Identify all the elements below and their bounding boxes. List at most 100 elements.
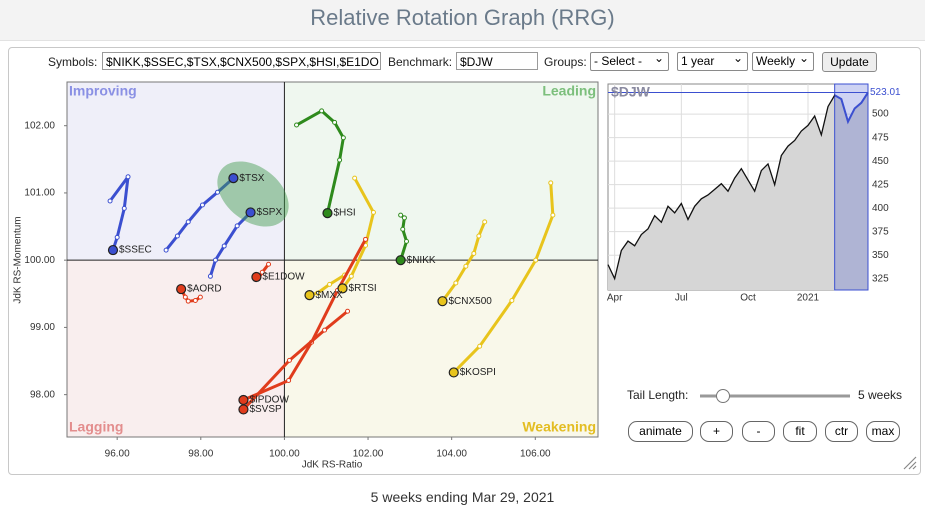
tail-value: 5 weeks xyxy=(858,388,902,402)
tail-point xyxy=(332,119,338,125)
tail-point xyxy=(345,308,351,314)
quadrant xyxy=(67,260,285,437)
benchmark-input[interactable]: $DJW xyxy=(456,52,538,70)
control-button[interactable]: + xyxy=(700,421,733,442)
tail-head xyxy=(337,283,348,294)
tail-head xyxy=(176,283,187,295)
tail-head xyxy=(228,173,239,184)
tail-point xyxy=(185,298,191,304)
tail-point xyxy=(286,378,292,384)
tail-point xyxy=(348,273,354,279)
y-axis-title: JdK RS-Momentum xyxy=(13,216,24,303)
tail-point xyxy=(199,202,205,208)
tail-head xyxy=(238,404,249,415)
tail-point xyxy=(398,212,404,218)
tail-point xyxy=(185,219,191,225)
tail-point xyxy=(114,234,120,240)
control-button[interactable]: max xyxy=(866,421,900,442)
y-tick-label: 102.00 xyxy=(24,120,55,131)
tail-head xyxy=(395,255,406,266)
tail-point xyxy=(476,233,482,239)
x-tick-label: 104.00 xyxy=(436,449,467,460)
quadrant xyxy=(284,82,598,261)
plot-frame xyxy=(66,81,599,438)
tail-point xyxy=(404,238,410,244)
quadrant-label: Leading xyxy=(542,83,596,99)
mini-y-tick-label: 450 xyxy=(872,156,889,167)
tail-line xyxy=(452,181,555,374)
control-button[interactable]: ctr xyxy=(825,421,858,442)
symbols-label: Symbols: xyxy=(48,55,98,69)
tail-line xyxy=(295,109,345,215)
resize-handle[interactable] xyxy=(903,456,917,470)
tail-point xyxy=(482,219,488,225)
tail-point xyxy=(471,250,477,256)
x-tick-label: 106.00 xyxy=(520,449,551,460)
header-bar xyxy=(0,0,925,41)
series-label: $NIKK xyxy=(407,255,436,266)
mini-area xyxy=(608,92,868,290)
tail-line xyxy=(440,220,487,303)
benchmark-chart: 325 350 375 400 425 450 475 500 Apr Jul Oct 2021 523… xyxy=(607,83,901,304)
series-label: $E1DOW xyxy=(262,272,305,283)
tail-point xyxy=(550,212,556,218)
mini-title: $DJW xyxy=(611,84,651,100)
tail-point xyxy=(548,180,554,186)
tail-point xyxy=(327,281,333,287)
tail-point xyxy=(259,269,265,275)
tail-head xyxy=(448,367,459,378)
mini-last-label: 523.01 xyxy=(870,87,901,98)
tail-point xyxy=(363,236,369,242)
series-label: $RTSI xyxy=(349,283,377,294)
quadrant-label: Weakening xyxy=(522,419,596,435)
mini-line xyxy=(607,92,869,281)
x-tick-label: 98.00 xyxy=(188,449,213,460)
y-tick-label: 99.00 xyxy=(30,322,55,333)
quadrant xyxy=(284,260,598,437)
control-button[interactable]: fit xyxy=(783,421,817,442)
tail-point xyxy=(221,243,227,249)
series-label: $MXX xyxy=(316,290,344,301)
control-button[interactable]: animate xyxy=(628,421,693,442)
tail-point xyxy=(294,122,300,128)
series-label: $IPDOW xyxy=(249,395,289,406)
tail-point xyxy=(121,205,127,211)
tail-head xyxy=(245,207,256,218)
tail-line xyxy=(164,176,235,252)
tail-slider-knob[interactable] xyxy=(716,389,730,403)
tail-point xyxy=(163,247,169,253)
mini-x-tick-label: Jul xyxy=(675,293,688,304)
tail-head xyxy=(304,290,315,301)
quadrant-label: Lagging xyxy=(69,419,123,435)
page-title: Relative Rotation Graph (RRG) xyxy=(310,5,615,30)
benchmark-label: Benchmark: xyxy=(388,55,453,69)
tail-point xyxy=(197,294,203,300)
mini-line-recent xyxy=(834,91,869,125)
groups-select[interactable]: - Select - xyxy=(590,50,669,71)
tail-point xyxy=(322,327,328,333)
control-button[interactable]: - xyxy=(742,421,775,442)
tail-head xyxy=(322,208,333,219)
tail-head xyxy=(107,244,119,256)
panel xyxy=(8,47,921,475)
tail-head xyxy=(437,296,448,307)
tail-point xyxy=(182,294,188,300)
mini-x-tick-label: 2021 xyxy=(797,293,820,304)
update-button[interactable]: Update xyxy=(822,52,877,72)
quadrant xyxy=(67,82,285,261)
x-tick-label: 102.00 xyxy=(353,449,384,460)
series-label: $HSI xyxy=(333,208,355,219)
rrg-chart: Improving Leading Lagging Weakening 96.00 98.… xyxy=(13,81,599,471)
period-select[interactable]: 1 year xyxy=(677,50,748,71)
mini-y-tick-label: 500 xyxy=(872,109,889,120)
symbols-input[interactable]: $NIKK,$SSEC,$TSX,$CNX500,$SPX,$HSI,$E1DO xyxy=(102,52,381,70)
y-tick-label: 98.00 xyxy=(30,389,55,400)
mini-y-tick-label: 400 xyxy=(872,203,889,214)
mini-y-tick-label: 350 xyxy=(872,250,889,261)
frequency-select[interactable]: Weekly xyxy=(752,50,814,71)
tail-point xyxy=(286,357,292,363)
tail-point xyxy=(207,273,213,279)
tail-point xyxy=(509,298,515,304)
tail-label: Tail Length: xyxy=(627,388,688,402)
